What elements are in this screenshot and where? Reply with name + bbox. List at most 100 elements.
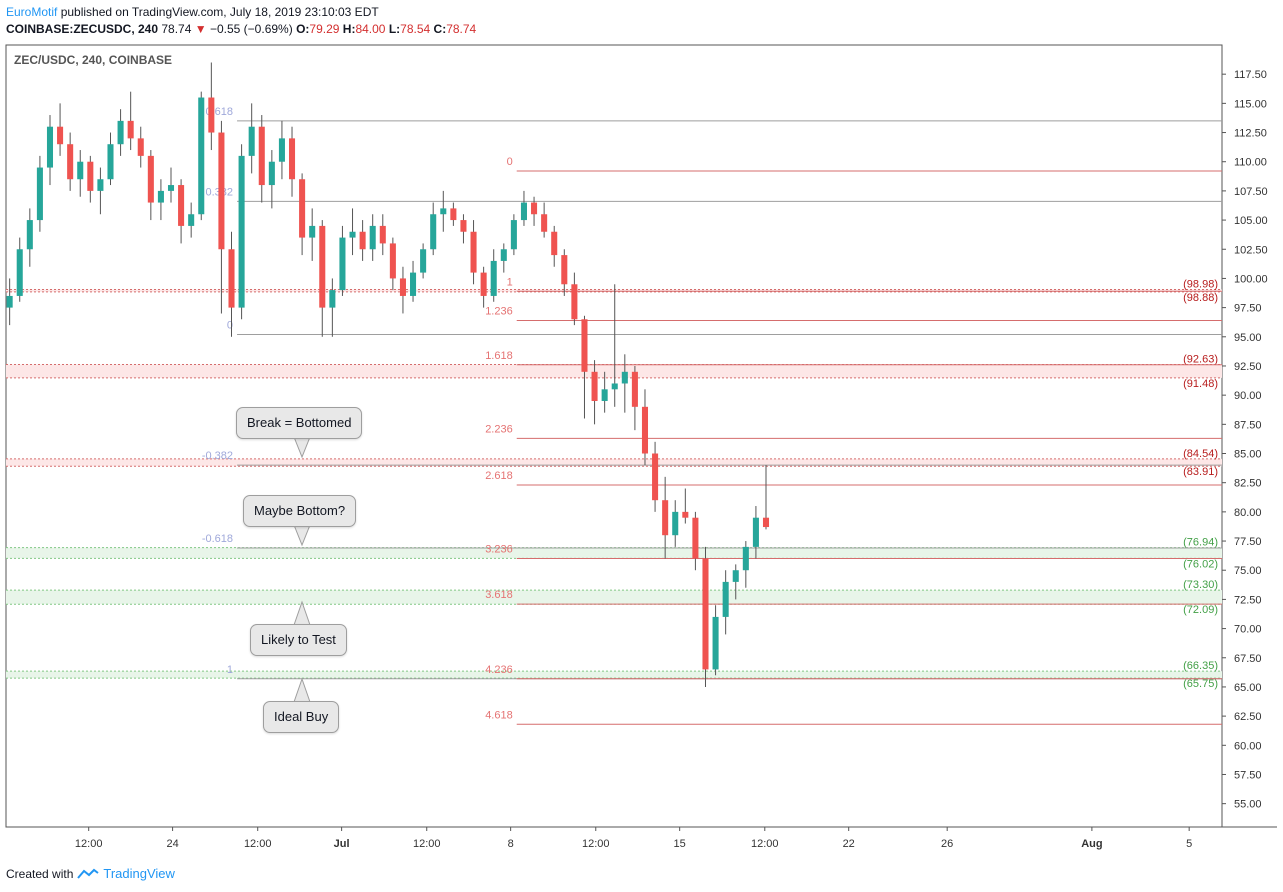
candle-body (722, 581, 729, 617)
callout-ideal-buy: Ideal Buy (263, 701, 340, 733)
fib-level-label: 3.618 (485, 589, 513, 601)
candle (157, 179, 164, 221)
y-tick-label: 85.00 (1234, 449, 1262, 461)
fib-level-label: 1 (227, 664, 233, 676)
candle (248, 103, 255, 174)
fib-level-label: 1.236 (485, 305, 513, 317)
fib-level-label: 2.236 (485, 423, 513, 435)
candle-body (531, 202, 538, 215)
candle-body (611, 383, 618, 390)
candle (541, 202, 548, 238)
candle-body (319, 225, 326, 308)
candle-body (430, 214, 437, 250)
candle-body (601, 389, 608, 401)
candle-body (157, 190, 164, 203)
candle-body (541, 214, 548, 232)
candle-body (561, 255, 568, 285)
candle-body (57, 126, 64, 145)
candle-body (248, 126, 255, 156)
candle-body (712, 616, 719, 670)
high-value: 84.00 (355, 22, 386, 36)
x-tick-label: 12:00 (413, 838, 441, 850)
zone-label-top: (73.30) (1183, 579, 1218, 591)
candle-body (16, 249, 23, 296)
plot-frame (5, 44, 1223, 828)
candle (732, 564, 739, 600)
fib-level-label: -0.382 (202, 450, 233, 462)
publish-info: published on TradingView.com, July 18, 2… (60, 5, 379, 19)
candle-body (450, 208, 457, 221)
candle-body (621, 371, 628, 384)
x-tick-label: 24 (166, 838, 178, 850)
zone-label-bottom: (65.75) (1183, 678, 1218, 690)
candle (288, 126, 296, 197)
candle (198, 91, 205, 221)
y-tick-label: 62.50 (1234, 711, 1262, 723)
candle (208, 62, 215, 151)
y-tick-label: 92.50 (1234, 361, 1262, 373)
author-link[interactable]: EuroMotif (6, 5, 58, 19)
candle-body (349, 231, 356, 238)
tradingview-logo-icon (77, 868, 99, 879)
fib-level-label: 0 (227, 319, 233, 331)
y-tick-label: 82.50 (1234, 478, 1262, 490)
candle (702, 546, 709, 687)
zone-label-bottom: (76.02) (1183, 558, 1218, 570)
callout-break-bottomed: Break = Bottomed (236, 407, 363, 439)
candle (430, 202, 437, 256)
y-tick-label: 110.00 (1234, 157, 1267, 169)
candle-body (389, 243, 396, 279)
candle-body (641, 406, 649, 454)
candle (410, 260, 417, 302)
x-tick-label: 15 (674, 838, 686, 850)
candle (692, 511, 699, 571)
candle-body (420, 249, 427, 273)
candle (601, 371, 608, 413)
candle (379, 214, 386, 256)
low-value: 78.54 (400, 22, 431, 36)
fib-level-label: 3.236 (485, 544, 513, 556)
candle (319, 220, 326, 337)
candle-body (258, 126, 265, 186)
candle-body (147, 155, 154, 203)
last-price: 78.74 (161, 22, 192, 36)
price-chart[interactable]: (98.98)(98.88) (92.63) (91.48) (84.54) (83.9… (0, 42, 1283, 854)
candle-body (369, 225, 376, 250)
candle (46, 115, 54, 186)
y-tick-label: 107.50 (1234, 186, 1268, 198)
high-label: H: (342, 22, 356, 36)
candle (611, 284, 618, 407)
low-label: L: (388, 22, 401, 36)
y-tick-label: 77.50 (1234, 536, 1262, 548)
candle (571, 272, 578, 326)
y-tick-label: 97.50 (1234, 303, 1262, 315)
candle-body (178, 185, 185, 226)
candle-body (238, 155, 245, 308)
callout-likely-to-test: Likely to Test (250, 624, 347, 656)
candle-body (6, 295, 13, 308)
candle-body (268, 161, 275, 186)
zone-label-bottom: (98.88) (1183, 292, 1218, 304)
x-tick-label: Aug (1081, 838, 1102, 850)
zone-label-top: (98.98) (1183, 279, 1218, 291)
candle (631, 365, 638, 431)
candle (480, 266, 487, 308)
candle-body (67, 144, 74, 180)
open-value: 79.29 (309, 22, 340, 36)
candle-body (339, 237, 346, 291)
tradingview-brand[interactable]: TradingView (103, 866, 175, 881)
candle (682, 488, 689, 524)
candle (329, 278, 336, 337)
y-tick-label: 67.50 (1234, 653, 1262, 665)
candle (238, 144, 245, 320)
candle (188, 202, 195, 238)
candle (6, 278, 13, 326)
callout-maybe-bottom: Maybe Bottom? (243, 495, 357, 527)
y-tick-label: 102.50 (1234, 244, 1268, 256)
candle-body (188, 214, 195, 226)
zone-label-bottom: (83.91) (1183, 466, 1218, 478)
y-tick-label: 105.00 (1234, 215, 1268, 227)
zone-4 (6, 590, 1222, 605)
fib-level-label: -0.618 (202, 533, 233, 545)
y-tick-label: 70.00 (1234, 624, 1262, 636)
